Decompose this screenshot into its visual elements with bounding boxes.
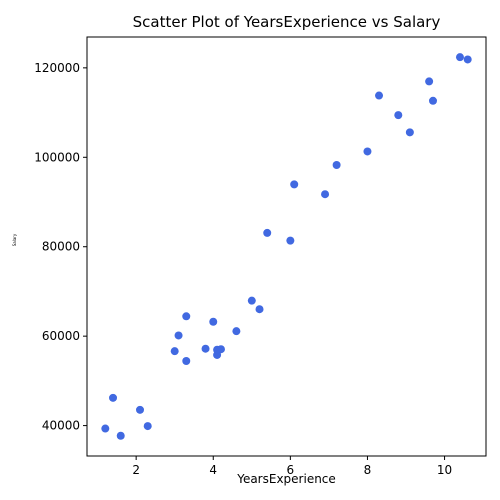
data-point [216, 345, 225, 354]
x-tick-label: 4 [209, 463, 217, 477]
data-point [182, 356, 191, 365]
data-point [332, 161, 341, 170]
data-point [174, 331, 183, 340]
data-point [232, 327, 241, 336]
data-point [321, 190, 330, 199]
data-point [263, 228, 272, 237]
y-tick-label: 100000 [34, 150, 80, 164]
plot-frame [86, 36, 487, 457]
data-point [394, 111, 403, 120]
data-point [463, 55, 472, 64]
y-tick-label: 120000 [34, 61, 80, 75]
data-points [101, 53, 472, 440]
data-point [455, 53, 464, 62]
x-tick-label: 2 [132, 463, 140, 477]
data-point [143, 422, 152, 431]
data-point [136, 405, 145, 414]
y-tick-label: 40000 [42, 419, 80, 433]
x-tick-label: 6 [287, 463, 295, 477]
data-point [182, 312, 191, 321]
data-point [201, 344, 210, 353]
x-axis: 2 4 6 8 10 [132, 456, 452, 477]
data-point [101, 424, 110, 433]
y-axis-title: Salary [12, 233, 17, 246]
data-point [425, 77, 434, 86]
y-tick-label: 80000 [42, 240, 80, 254]
data-point [247, 296, 256, 305]
data-point [170, 347, 179, 356]
data-point [375, 91, 384, 100]
data-point [428, 96, 437, 105]
data-point [116, 431, 125, 440]
x-axis-title: YearsExperience [236, 472, 336, 486]
data-point [286, 236, 295, 245]
data-point [405, 128, 414, 137]
y-tick-label: 60000 [42, 329, 80, 343]
data-point [363, 147, 372, 156]
data-point [209, 317, 218, 326]
data-point [290, 180, 299, 189]
x-tick-label: 8 [364, 463, 372, 477]
data-point [109, 393, 118, 402]
data-point [255, 305, 264, 314]
chart-title: Scatter Plot of YearsExperience vs Salar… [133, 13, 441, 31]
x-tick-label: 10 [437, 463, 452, 477]
y-axis: 40000 60000 80000 100000 120000 [34, 61, 87, 433]
